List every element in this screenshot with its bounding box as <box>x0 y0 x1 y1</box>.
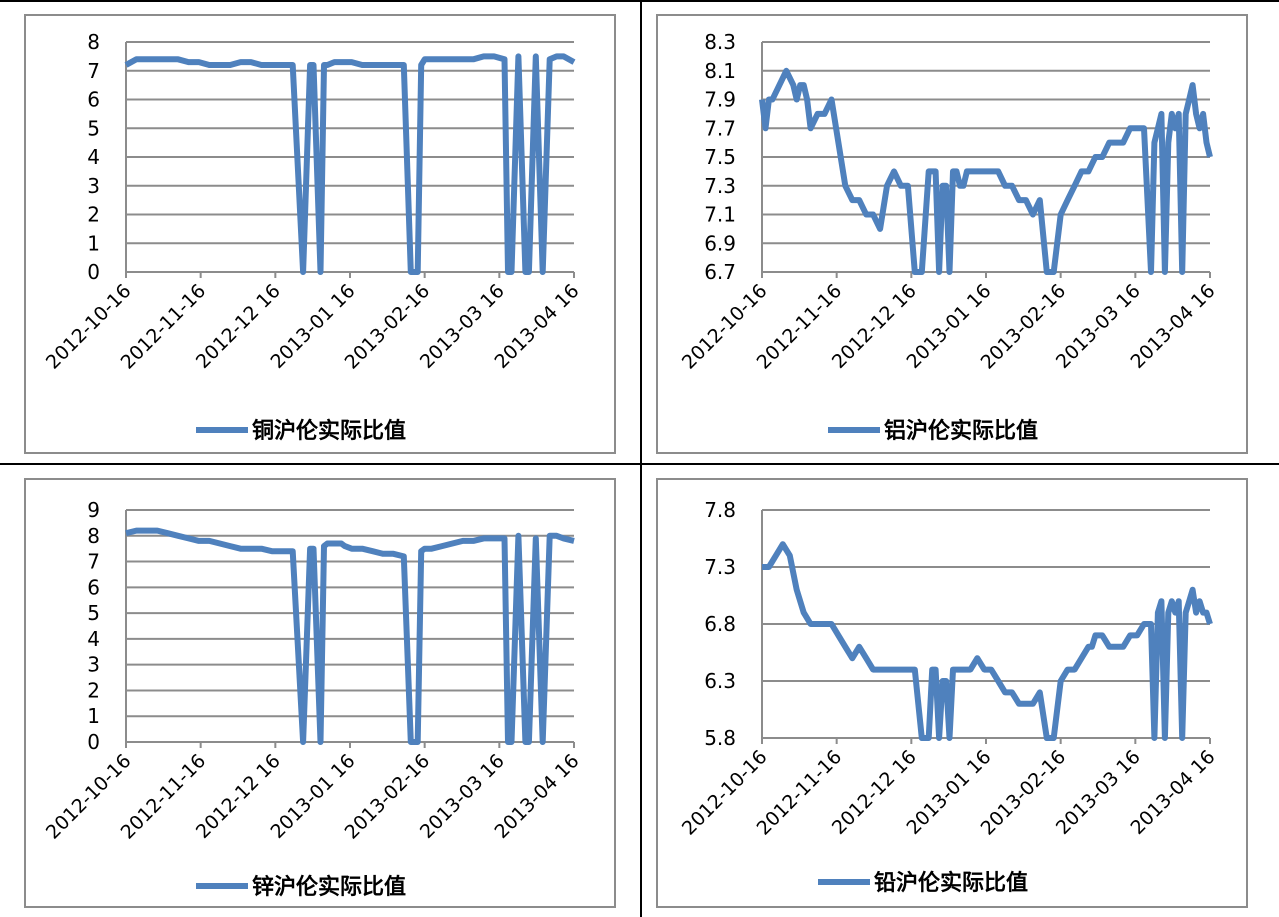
y-tick-label: 7.8 <box>704 498 736 522</box>
table-horizontal-divider <box>0 463 1279 465</box>
y-tick-label: 8 <box>87 524 100 548</box>
y-tick-label: 5 <box>87 116 100 140</box>
y-tick-label: 6 <box>87 575 100 599</box>
chart-svg: 7.87.36.86.35.82012-10-162012-11-162012-… <box>678 498 1220 896</box>
chart-svg: 8.38.17.97.77.57.37.16.96.72012-10-16201… <box>678 30 1220 444</box>
y-tick-label: 2 <box>87 678 100 702</box>
series-line <box>124 53 576 275</box>
y-tick-label: 5 <box>87 601 100 625</box>
zinc-ratio-chart: 9 8 7 6 5 4 3 2 1 0 2012-10-16 2012-11-16 2012-12 16… <box>24 478 616 908</box>
table-vertical-divider <box>640 0 642 917</box>
y-tick-label: 6.9 <box>704 231 736 255</box>
y-tick-label: 6.7 <box>704 260 736 284</box>
y-tick-label: 6.8 <box>704 612 736 636</box>
series-line <box>125 527 575 745</box>
table-top-border <box>0 0 1279 2</box>
y-tick-label: 0 <box>87 260 100 284</box>
copper-ratio-chart: 8 7 6 5 4 3 2 1 0 2012-10-16 2012-11-16 2012-12 16 2… <box>24 14 616 454</box>
y-tick-label: 3 <box>87 653 100 677</box>
y-tick-label: 1 <box>87 231 100 255</box>
y-tick-label: 3 <box>87 174 100 198</box>
y-tick-label: 6 <box>87 88 100 112</box>
lead-ratio-chart: 7.8 7.3 6.8 6.3 5.8 2012-10-16 2012-11-16 2012-… <box>656 478 1248 908</box>
aluminum-ratio-chart: 8.3 8.1 7.9 7.7 7.5 7.3 7.1 6.9 6.7 2012-10-16 201… <box>656 14 1248 454</box>
y-tick-label: 7 <box>87 59 100 83</box>
y-tick-label: 7.5 <box>704 145 736 169</box>
y-tick-label: 7.3 <box>704 555 736 579</box>
y-tick-label: 6.3 <box>704 669 736 693</box>
y-tick-label: 8 <box>87 30 100 54</box>
y-tick-label: 7.1 <box>704 203 736 227</box>
y-tick-label: 0 <box>87 730 100 754</box>
y-tick-label: 4 <box>87 627 100 651</box>
legend-label: 铜沪伦实际比值 <box>252 418 406 444</box>
y-tick-label: 4 <box>87 145 100 169</box>
y-tick-label: 7 <box>87 550 100 574</box>
legend-label: 锌沪伦实际比值 <box>252 874 406 900</box>
series-line <box>759 67 1213 275</box>
legend-label: 铅沪伦实际比值 <box>874 870 1028 896</box>
y-tick-label: 8.3 <box>704 30 736 54</box>
y-tick-label: 8.1 <box>704 59 736 83</box>
y-tick-label: 1 <box>87 704 100 728</box>
y-tick-label: 9 <box>87 498 100 522</box>
y-tick-label: 2 <box>87 203 100 227</box>
y-tick-label: 7.7 <box>704 116 736 140</box>
series-line <box>762 541 1213 741</box>
y-tick-label: 5.8 <box>704 726 736 750</box>
y-tick-label: 7.9 <box>704 88 736 112</box>
legend-label: 铝沪伦实际比值 <box>884 418 1038 444</box>
y-tick-label: 7.3 <box>704 174 736 198</box>
